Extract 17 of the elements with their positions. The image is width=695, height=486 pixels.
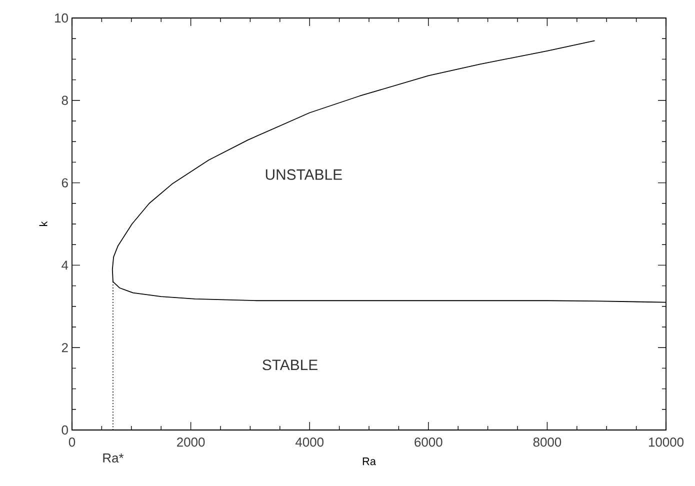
x-tick-label: 4000 (295, 438, 324, 447)
x-tick-label: 8000 (533, 438, 562, 447)
annotation: STABLE (262, 360, 318, 370)
y-tick-label: 6 (62, 178, 68, 188)
y-tick-label: 8 (62, 96, 68, 105)
y-tick-label: 2 (62, 343, 68, 352)
x-tick-label: 2000 (177, 438, 205, 447)
x-tick-label: 6000 (414, 438, 442, 447)
x-axis-title: Ra (362, 458, 376, 466)
annotation: UNSTABLE (266, 169, 342, 180)
y-tick-label: 10 (55, 13, 68, 23)
y-axis-title: k (39, 221, 48, 226)
y-tick-label: 0 (62, 425, 68, 435)
x-tick-label: 0 (68, 438, 76, 447)
x-tick-label: 10000 (648, 438, 684, 447)
annotation: Ra* (103, 454, 124, 463)
y-tick-label: 4 (62, 260, 68, 270)
